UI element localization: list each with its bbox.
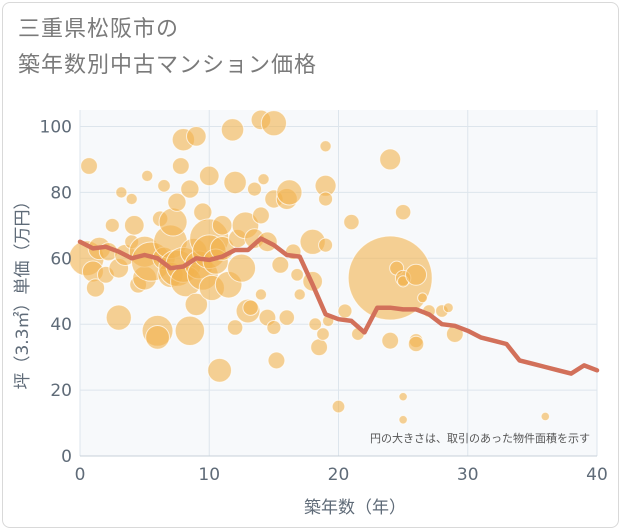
bubble-point [381,331,400,350]
bubble-point [337,303,353,319]
bubble-point [331,399,346,414]
bubble-point [104,217,120,233]
y-tick-label: 100 [40,117,72,137]
bubble-point [223,170,247,195]
bubble-point [145,324,170,350]
chart-title-line-2: 築年数別中古マンション価格 [18,53,318,78]
bubble-point [267,351,286,370]
bubble-point [271,255,290,274]
bubble-size-note: 円の大きさは、取引のあった物件面積を示す [370,431,590,445]
bubble-point [171,157,190,175]
bubble-point [398,415,408,425]
bubble-point [417,292,428,304]
bubble-point [318,237,334,253]
bubble-point [290,267,304,282]
y-tick-label: 80 [50,183,72,203]
bubble-point [257,173,270,186]
bubble-point [394,203,412,221]
bubble-point [157,178,171,193]
bubble-point [125,192,138,206]
bubble-point [184,292,209,317]
bubble-point [167,192,187,212]
bubble-point [85,278,106,298]
bubble-point [260,110,287,137]
bubble-point [379,148,402,171]
trend-line-series [77,236,600,376]
bubble-point [293,288,306,301]
x-tick-label: 10 [198,465,220,485]
bubble-point [158,207,188,237]
bubble-point [405,263,428,286]
bubble-point [398,391,408,402]
bubble-point [180,179,200,199]
y-tick-label: 0 [61,447,72,467]
x-tick-label: 30 [457,465,479,485]
bubble-point [174,315,206,346]
bubble-point [319,140,332,153]
y-axis-title: 坪（3.3㎡）単価（万円） [13,192,33,389]
y-tick-label: 20 [50,381,72,401]
bubble-point [220,118,245,142]
bubble-point [278,309,295,326]
bubble-point [276,179,303,206]
bubble-point [226,319,244,336]
bubble-point [141,169,154,183]
bubble-point [227,253,257,283]
x-tick-label: 20 [328,465,350,485]
bubble-point [318,191,334,207]
bubble-point [343,213,360,231]
x-axis-title: 築年数（年） [304,498,406,518]
bubble-point [347,235,433,321]
bubble-point [310,338,329,357]
bubble-point [115,186,128,199]
x-tick-label: 40 [586,465,608,485]
y-tick-label: 60 [50,249,72,269]
bubble-point [207,357,232,383]
bubble-point [252,206,270,225]
x-tick-label: 0 [75,465,86,485]
bubble-point [186,126,207,147]
chart-title-line-1: 三重県松阪市の [18,17,180,42]
bubble-point [540,411,550,422]
bubble-point [246,181,262,197]
bubble-point [407,335,425,353]
bubble-point [105,304,132,331]
trend-line [77,236,600,376]
axis-ticks: 0 10 20 30 40 0 20 40 60 80 100 [40,117,608,485]
y-tick-label: 40 [50,315,72,335]
bubble-point [316,327,330,341]
bubble-series [68,109,550,425]
bubble-point [266,319,282,335]
bubble-point [123,215,145,236]
bubble-point [254,288,268,301]
bubble-point [442,302,454,314]
bubble-point [198,165,220,187]
bubble-point [211,215,233,236]
bubble-point [242,299,259,316]
bubble-point [308,317,323,331]
bubble-point [80,157,98,175]
